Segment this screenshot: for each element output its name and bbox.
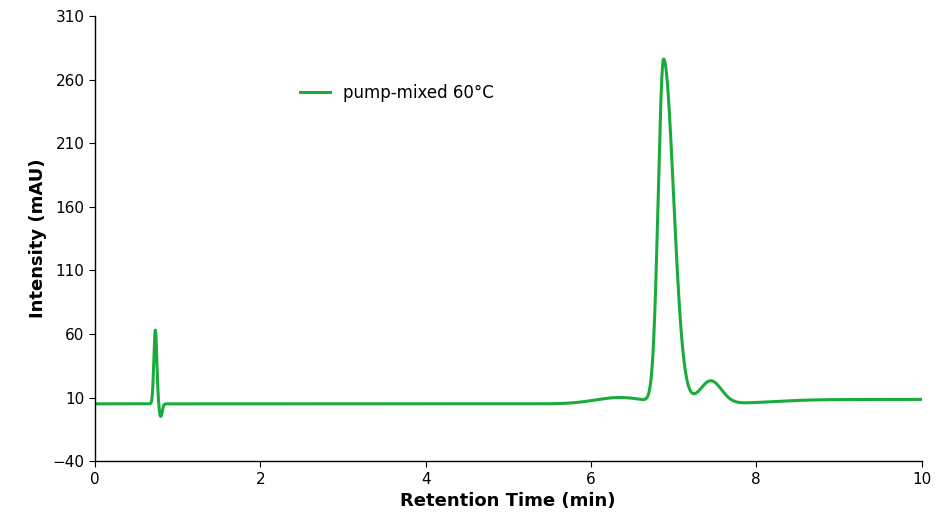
Legend: pump-mixed 60°C: pump-mixed 60°C <box>294 78 501 109</box>
Y-axis label: Intensity (mAU): Intensity (mAU) <box>29 159 48 318</box>
X-axis label: Retention Time (min): Retention Time (min) <box>401 492 616 510</box>
